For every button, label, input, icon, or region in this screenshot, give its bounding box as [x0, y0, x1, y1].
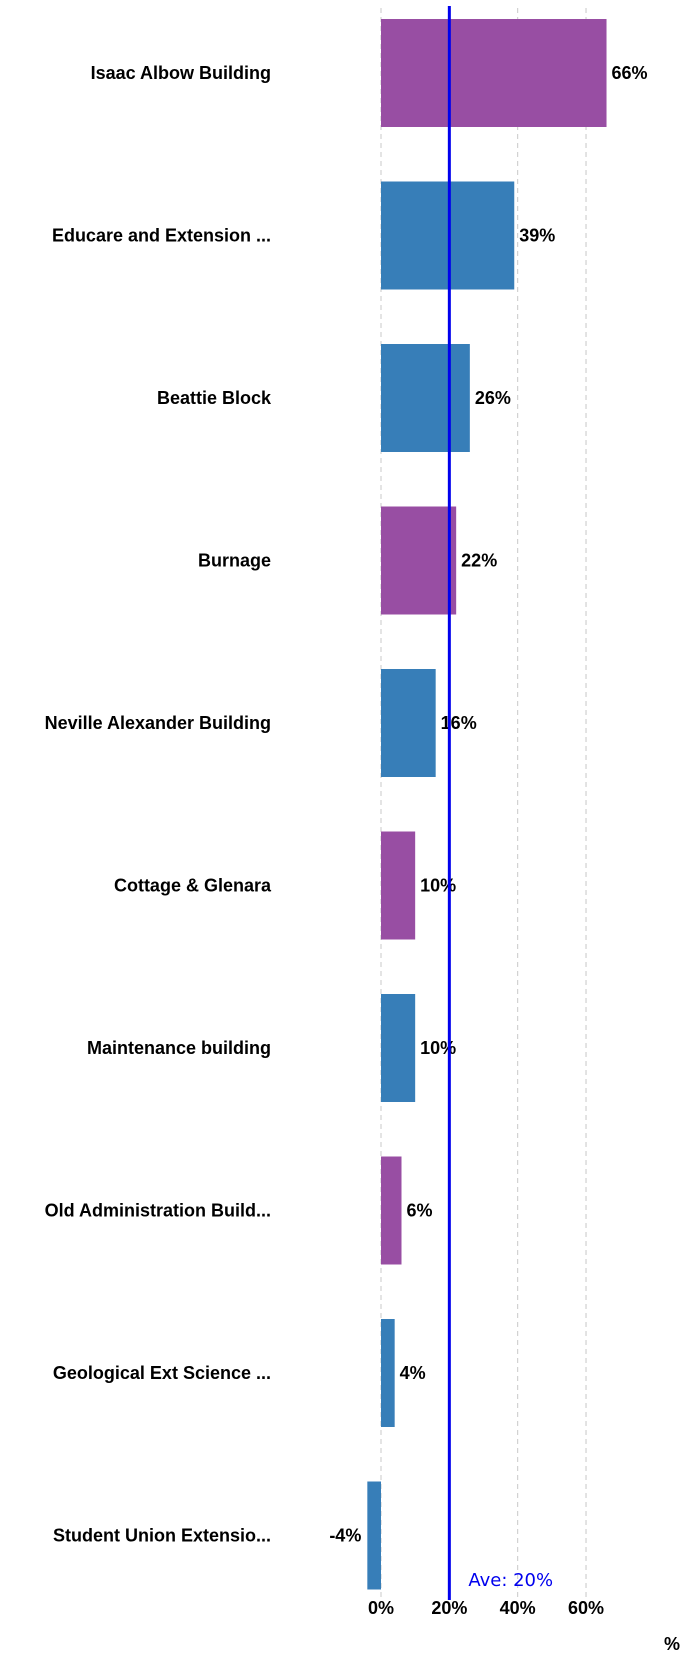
category-label: Geological Ext Science ... [53, 1363, 271, 1383]
bar [381, 344, 470, 452]
value-label: 10% [420, 876, 456, 896]
category-label: Cottage & Glenara [114, 876, 272, 896]
bar [381, 994, 416, 1102]
category-label: Beattie Block [157, 388, 272, 408]
category-label: Isaac Albow Building [91, 63, 271, 83]
value-label: 22% [461, 551, 497, 571]
value-label: 39% [519, 226, 555, 246]
category-label: Old Administration Build... [45, 1201, 271, 1221]
average-label: Ave: 20% [468, 1570, 553, 1591]
category-label: Educare and Extension ... [52, 226, 271, 246]
bar [381, 1156, 402, 1265]
value-label: -4% [329, 1526, 361, 1546]
value-label: 26% [475, 388, 511, 408]
category-label: Student Union Extensio... [53, 1526, 271, 1546]
bars [367, 19, 607, 1590]
x-tick-label: 40% [500, 1598, 536, 1618]
bar [381, 669, 436, 777]
value-label: 16% [441, 713, 477, 733]
bar [381, 1319, 395, 1427]
bar [381, 831, 416, 940]
value-label: 66% [612, 63, 648, 83]
category-label: Maintenance building [87, 1038, 271, 1058]
value-label: 6% [407, 1201, 433, 1221]
value-label: 10% [420, 1038, 456, 1058]
labels: Isaac Albow Building 66% Educare and Exten… [45, 63, 648, 1546]
category-label: Burnage [198, 551, 271, 571]
bar [381, 19, 607, 127]
x-axis: 0% 20% 40% 60% [368, 1598, 604, 1618]
x-unit-label: % [664, 1634, 680, 1654]
x-tick-label: 0% [368, 1598, 394, 1618]
x-tick-label: 20% [431, 1598, 467, 1618]
bar [381, 506, 457, 615]
x-tick-label: 60% [568, 1598, 604, 1618]
category-label: Neville Alexander Building [45, 713, 271, 733]
bar [381, 181, 515, 290]
average-line-group: Ave: 20% [447, 6, 553, 1600]
value-label: 4% [400, 1363, 426, 1383]
bar [367, 1481, 381, 1590]
